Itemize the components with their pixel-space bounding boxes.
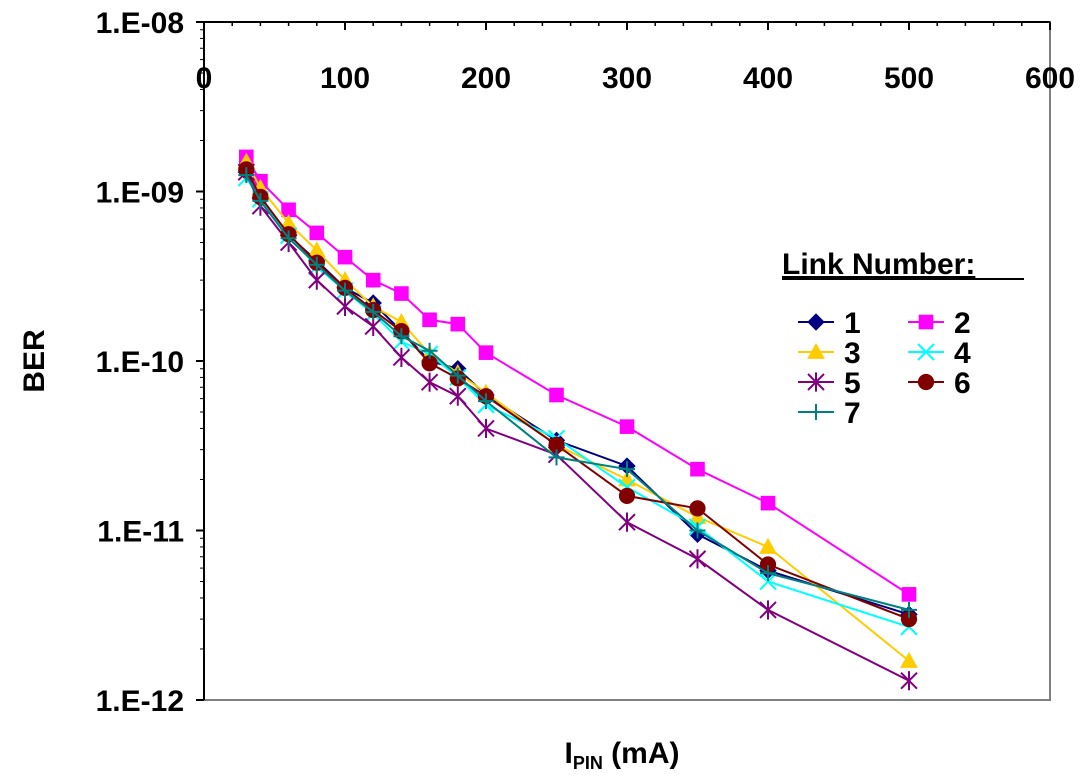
legend-label: 6 [954,367,971,400]
legend-item-5: 5 [798,367,861,400]
legend-label: 1 [844,307,861,340]
data-point [808,404,824,420]
legend-label: 5 [844,367,861,400]
legend-item-3: 3 [798,337,861,370]
data-point [688,549,707,569]
data-point [759,572,777,591]
legend-label: 2 [954,307,971,340]
data-point [618,487,636,505]
data-point [477,418,495,439]
data-point [337,282,353,299]
data-point [394,286,409,301]
x-axis-label-main: I [564,737,572,770]
y-axis-label: BER [18,329,51,393]
data-point [917,343,935,361]
x-axis-label-subscript: PIN [573,753,603,773]
data-point [549,387,564,403]
x-tick-label: 300 [602,62,652,95]
x-tick-label: 0 [196,62,213,95]
data-point [901,587,917,602]
data-point [280,230,297,247]
data-point [918,314,934,330]
data-point [807,313,825,331]
legend-label: 7 [844,397,861,430]
data-point [365,303,382,320]
x-axis-label-unit: (mA) [603,737,680,770]
data-point [421,342,438,359]
data-point [336,296,354,316]
data-point [450,316,466,332]
data-point [759,600,777,620]
data-point [309,225,325,241]
data-point [365,272,381,288]
legend: Link Number: 1 2 3 4 5 6 7 [782,248,1024,430]
data-point [308,270,326,290]
data-point [760,495,776,511]
y-tick-label: 1.E-11 [97,516,184,549]
x-tick-label: 500 [884,62,934,95]
x-tick-label: 200 [461,62,511,95]
legend-title: Link Number: [782,248,975,281]
data-point [364,316,382,337]
data-point [807,372,825,392]
data-point [478,345,494,360]
data-point [308,256,325,273]
data-point [690,461,705,477]
y-tick-label: 1.E-09 [96,177,184,210]
data-point [807,342,825,359]
legend-item-4: 4 [908,337,971,370]
data-point [619,419,635,434]
legend-label: 3 [844,337,861,370]
legend-item-6: 6 [908,367,971,400]
data-point [420,372,439,392]
data-point [689,500,706,517]
data-point [759,537,777,554]
plot-area [203,21,1051,701]
legend-item-2: 2 [908,307,971,340]
data-point [392,347,411,368]
data-point [900,651,918,668]
x-tick-label: 100 [320,62,370,95]
data-point [618,512,636,532]
y-tick-label: 1.E-08 [96,7,184,40]
x-axis-label: IPIN (mA) [564,737,679,773]
data-point [238,167,255,184]
data-point [689,522,706,539]
data-point [619,461,635,478]
data-point [760,565,776,582]
data-point [901,601,917,618]
data-point [917,373,935,391]
data-point [900,671,918,691]
data-point [422,312,437,328]
data-point [449,386,467,406]
legend-item-7: 7 [798,397,861,430]
series-2 [239,149,917,602]
x-tick-label: 400 [743,62,793,95]
legend-label: 4 [954,337,971,370]
data-point [548,449,565,466]
data-point [478,393,494,410]
data-point [337,249,353,265]
data-point [252,192,269,209]
x-tick-label: 600 [1025,62,1075,95]
legend-item-1: 1 [798,307,861,340]
data-point [449,367,466,384]
y-tick-label: 1.E-10 [96,346,184,379]
data-point [393,328,410,345]
series-7 [238,167,917,618]
y-tick-label: 1.E-12 [96,685,184,718]
